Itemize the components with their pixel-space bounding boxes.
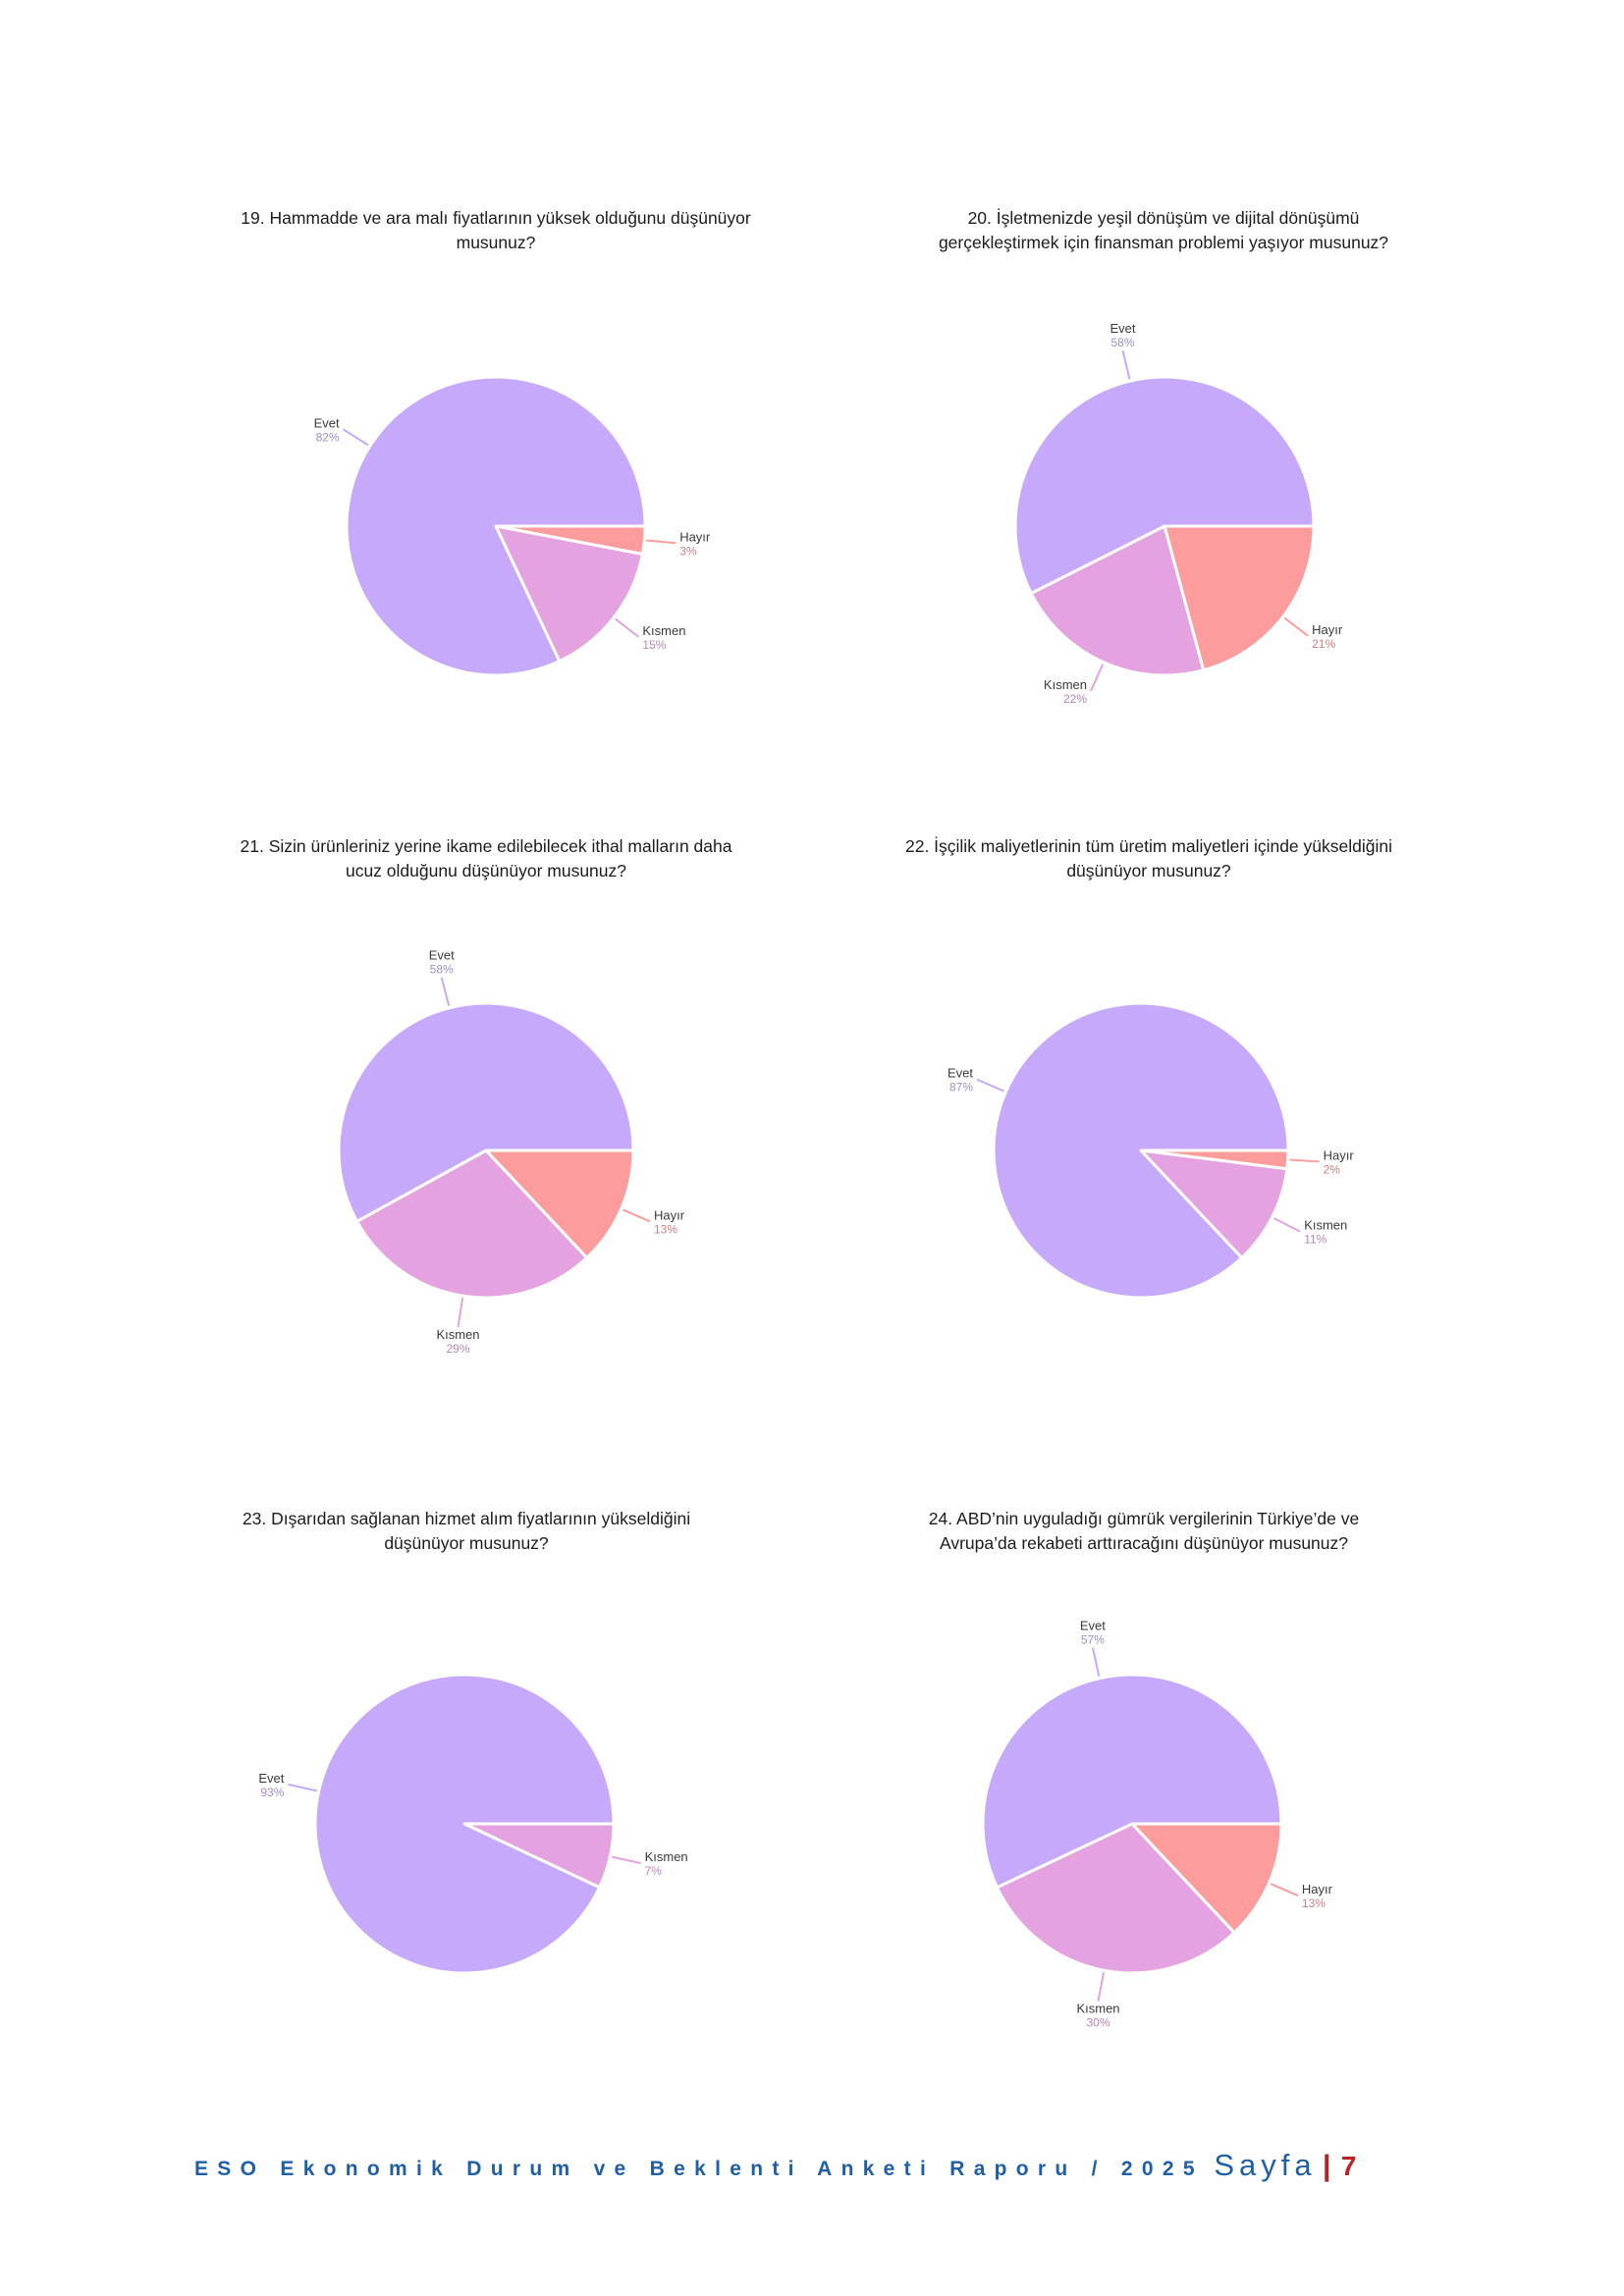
leader-line [1289,1158,1320,1163]
chart-title: 19. Hammadde ve ara malı fiyatlarının yü… [241,208,751,252]
pie-slice-evet [1013,375,1316,595]
leader-line [1097,1972,1106,2002]
slice-value: 2% [1324,1162,1341,1176]
chart-title: 22. İşçilik maliyetlerinin tüm üretim ma… [904,836,1392,881]
slice-value: 87% [949,1081,973,1095]
slice-value: 57% [1081,1632,1105,1646]
slice-label: Kısmen [436,1327,479,1342]
chart-title: 20. İşletmenizde yeşil dönüşüm ve dijita… [938,208,1389,252]
pie-slice-hayir [484,1148,635,1259]
chart-24: 24. ABD’nin uyguladığı gümrük vergilerin… [835,1507,1453,2030]
slice-label: Evet [314,415,340,430]
pie-slice-evet [992,1001,1290,1300]
leader-line [1091,1647,1101,1677]
slice-value: 7% [645,1864,663,1878]
slice-label: Kısmen [645,1849,688,1864]
chart-title: 21. Sizin ürünleriniz yerine ikame edile… [240,836,732,881]
pie-slice-kismen [1139,1148,1289,1259]
slice-value: 15% [642,638,666,652]
page-label: Sayfa [1214,2148,1317,2182]
pie-slice-evet [345,375,647,677]
slice-value: 29% [446,1342,469,1356]
slice-value: 13% [1302,1896,1326,1910]
slice-label: Hayır [1302,1882,1333,1896]
leader-line [1272,1217,1301,1233]
pie-slice-kismen [995,1822,1236,1975]
pie-slice-kismen [494,524,644,664]
chart-20: 20. İşletmenizde yeşil dönüşüm ve dijita… [854,206,1473,726]
slice-label: Hayır [1324,1148,1355,1162]
slice-label: Hayır [1312,622,1343,637]
page-number: 7 [1340,2151,1357,2181]
slice-label: Evet [429,948,455,963]
slice-value: 58% [1110,336,1134,349]
leader-line [1090,664,1105,692]
slice-value: 82% [316,430,340,444]
pie-slice-evet [337,1001,635,1223]
pie-slice-kismen [355,1148,589,1300]
leader-line [615,617,640,638]
page-footer: ESO Ekonomik Durum ve Beklenti Anketi Ra… [194,2148,1373,2183]
pie-slice-evet [313,1673,616,1975]
slice-label: Hayır [654,1207,685,1222]
slice-value: 58% [430,963,454,977]
pie-slice-kismen [1029,524,1206,677]
slice-value: 93% [260,1786,284,1799]
chart-22: 22. İşçilik maliyetlerinin tüm üretim ma… [839,834,1458,1355]
slice-value: 30% [1086,2016,1110,2030]
leader-line [623,1208,651,1223]
slice-label: Evet [947,1066,973,1081]
slice-label: Kısmen [1076,2002,1119,2016]
slice-value: 21% [1312,637,1335,651]
leader-line [1121,349,1131,380]
slice-label: Kısmen [1044,677,1087,692]
leader-line [440,977,451,1007]
pie-slice-evet [981,1673,1283,1890]
slice-label: Evet [1080,1618,1106,1632]
slice-label: Evet [1110,321,1135,336]
leader-line [612,1855,641,1865]
leader-line [288,1783,317,1792]
chart-19: 19. Hammadde ve ara malı fiyatlarının yü… [187,206,805,726]
pie-slice-hayir [1130,1822,1283,1935]
chart-21: 21. Sizin ürünleriniz yerine ikame edile… [177,834,795,1356]
leader-line [457,1297,464,1327]
report-title: ESO Ekonomik Durum ve Beklenti Anketi Ra… [194,2158,1204,2180]
slice-value: 11% [1304,1233,1326,1247]
chart-title: 23. Dışarıdan sağlanan hizmet alım fiyat… [242,1509,691,1553]
chart-title: 24. ABD’nin uyguladığı gümrük vergilerin… [928,1509,1360,1553]
slice-label: Evet [258,1771,284,1786]
slice-label: Kısmen [1304,1218,1347,1233]
leader-line [976,1078,1004,1093]
slice-value: 3% [679,544,697,558]
slice-label: Kısmen [642,623,685,638]
leader-line [1270,1883,1299,1897]
leader-line [343,428,369,447]
page-separator: | [1323,2150,1331,2182]
leader-line [1283,616,1309,637]
slice-label: Hayır [679,529,711,544]
pie-slice-hayir [1163,524,1316,672]
slice-value: 13% [654,1222,677,1236]
chart-23: 23. Dışarıdan sağlanan hizmet alım fiyat… [157,1507,776,2027]
slice-value: 22% [1063,692,1087,706]
leader-line [646,539,677,545]
